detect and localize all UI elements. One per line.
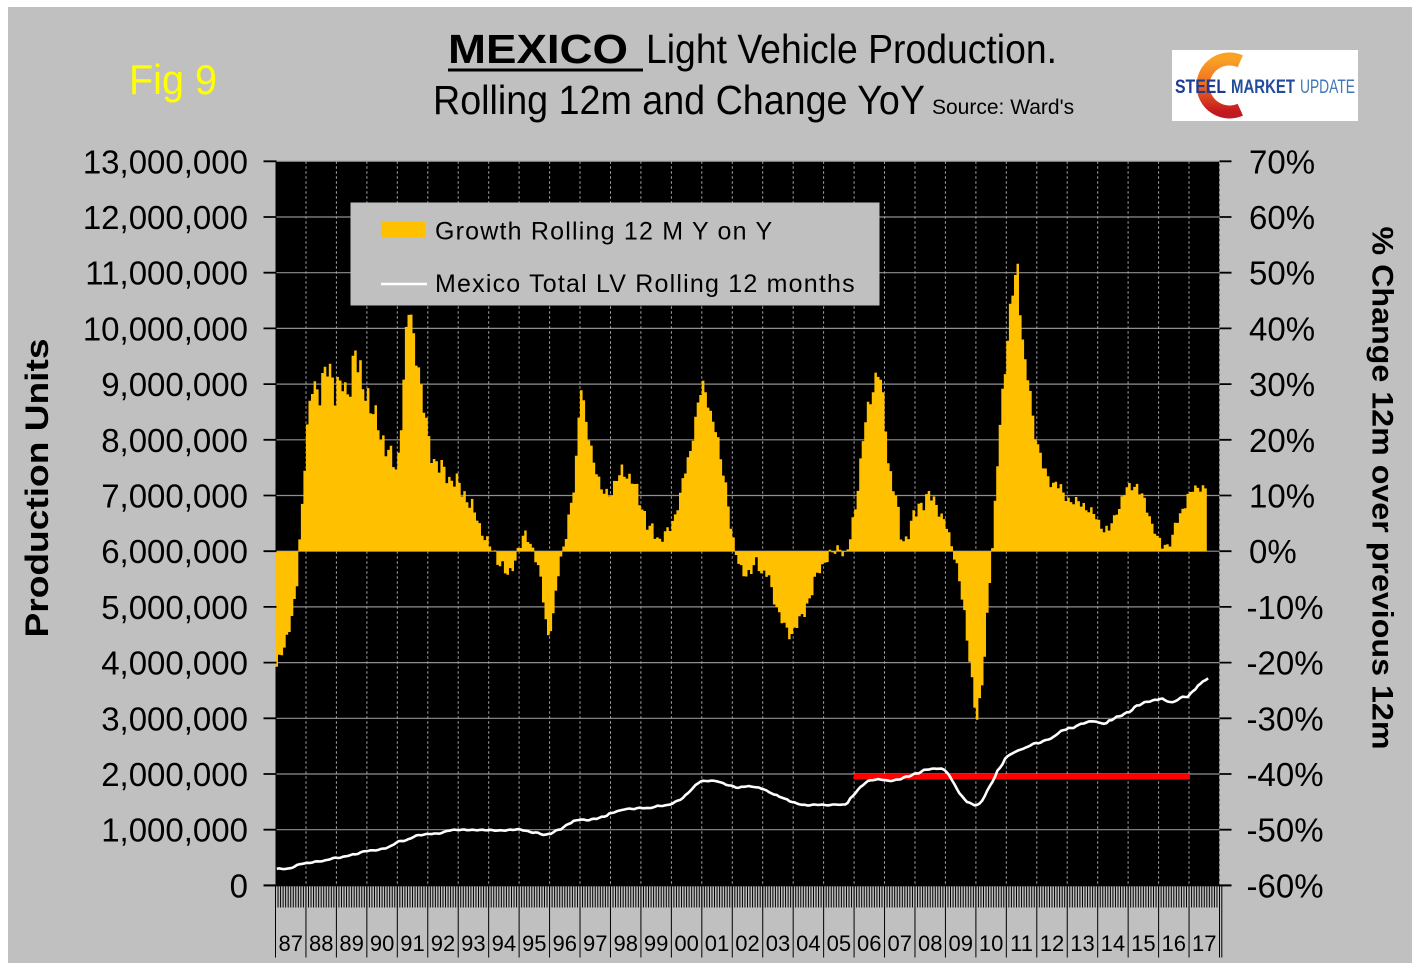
svg-text:89: 89 [339,931,363,956]
svg-text:97: 97 [583,931,607,956]
svg-text:20%: 20% [1249,422,1315,459]
svg-text:99: 99 [644,931,668,956]
svg-text:93: 93 [461,931,485,956]
svg-text:10,000,000: 10,000,000 [83,310,248,347]
svg-text:98: 98 [613,931,637,956]
svg-text:91: 91 [400,931,424,956]
svg-text:09: 09 [948,931,972,956]
svg-text:16: 16 [1162,931,1186,956]
svg-text:05: 05 [827,931,851,956]
svg-text:01: 01 [705,931,729,956]
svg-text:15: 15 [1131,931,1155,956]
svg-text:12: 12 [1040,931,1064,956]
svg-text:92: 92 [431,931,455,956]
svg-text:07: 07 [888,931,912,956]
svg-text:MEXICO: MEXICO [448,26,628,72]
svg-text:4,000,000: 4,000,000 [101,645,248,682]
svg-text:Rolling 12m and Change YoY: Rolling 12m and Change YoY [433,77,925,123]
svg-text:12,000,000: 12,000,000 [83,199,248,236]
svg-text:Growth Rolling 12 M Y on Y: Growth Rolling 12 M Y on Y [435,218,773,246]
svg-text:70%: 70% [1249,143,1315,180]
svg-text:6,000,000: 6,000,000 [101,533,248,570]
svg-text:Production Units: Production Units [19,339,55,638]
svg-text:94: 94 [492,931,516,956]
svg-text:% Change 12m over previous 12m: % Change 12m over previous 12m [1366,227,1399,750]
svg-text:30%: 30% [1249,366,1315,403]
svg-text:11: 11 [1010,931,1033,956]
svg-text:-30%: -30% [1247,700,1324,737]
svg-text:03: 03 [766,931,790,956]
svg-text:60%: 60% [1249,199,1315,236]
svg-text:11,000,000: 11,000,000 [85,255,248,292]
svg-text:UPDATE: UPDATE [1300,77,1355,98]
svg-text:Source: Ward's: Source: Ward's [932,96,1074,119]
svg-text:-40%: -40% [1247,756,1324,793]
svg-text:10%: 10% [1249,478,1315,515]
svg-text:-60%: -60% [1247,867,1324,904]
svg-text:13,000,000: 13,000,000 [83,143,248,180]
svg-text:8,000,000: 8,000,000 [101,422,248,459]
svg-text:90: 90 [370,931,394,956]
svg-text:0%: 0% [1249,533,1297,570]
svg-text:88: 88 [309,931,333,956]
svg-text:50%: 50% [1249,255,1315,292]
svg-text:2,000,000: 2,000,000 [101,756,248,793]
svg-text:5,000,000: 5,000,000 [101,589,248,626]
svg-text:Light Vehicle Production.: Light Vehicle Production. [646,26,1057,72]
svg-text:STEEL: STEEL [1175,77,1226,98]
svg-text:87: 87 [278,931,302,956]
svg-text:08: 08 [918,931,942,956]
svg-text:3,000,000: 3,000,000 [101,700,248,737]
svg-text:06: 06 [857,931,881,956]
svg-text:13: 13 [1070,931,1094,956]
svg-text:95: 95 [522,931,546,956]
svg-text:17: 17 [1192,931,1216,956]
svg-text:10: 10 [979,931,1003,956]
svg-text:1,000,000: 1,000,000 [101,812,248,849]
svg-text:Fig 9: Fig 9 [129,56,217,103]
svg-text:7,000,000: 7,000,000 [101,478,248,515]
svg-text:MARKET: MARKET [1231,77,1295,98]
svg-text:-10%: -10% [1247,589,1324,626]
svg-text:00: 00 [674,931,698,956]
svg-text:0: 0 [230,867,248,904]
svg-text:-20%: -20% [1247,645,1324,682]
svg-text:-50%: -50% [1247,812,1324,849]
svg-text:96: 96 [553,931,577,956]
svg-text:02: 02 [735,931,759,956]
svg-text:Mexico Total LV Rolling 12 mon: Mexico Total LV Rolling 12 months [435,270,856,298]
svg-text:04: 04 [796,931,820,956]
svg-text:40%: 40% [1249,310,1315,347]
svg-text:9,000,000: 9,000,000 [101,366,248,403]
svg-text:14: 14 [1101,931,1125,956]
